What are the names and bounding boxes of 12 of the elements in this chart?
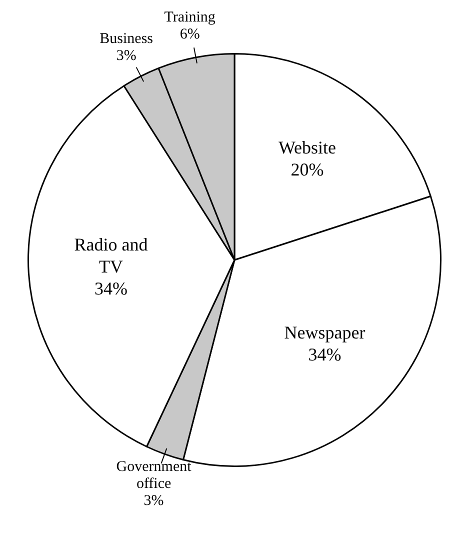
data-label: 34% bbox=[308, 344, 342, 364]
data-label: 6% bbox=[180, 26, 200, 42]
data-label: 20% bbox=[290, 160, 324, 180]
slice-label: Radio and TV bbox=[74, 234, 148, 277]
slice-label: Business bbox=[100, 31, 154, 48]
slice-label: Newspaper bbox=[284, 322, 366, 342]
data-label: 3% bbox=[144, 493, 164, 510]
slice-label: Government office bbox=[116, 459, 192, 492]
slice-label: Website bbox=[278, 138, 336, 158]
data-label: 3% bbox=[116, 48, 136, 64]
slice-label: Training bbox=[164, 9, 216, 26]
data-label: 34% bbox=[94, 278, 128, 299]
